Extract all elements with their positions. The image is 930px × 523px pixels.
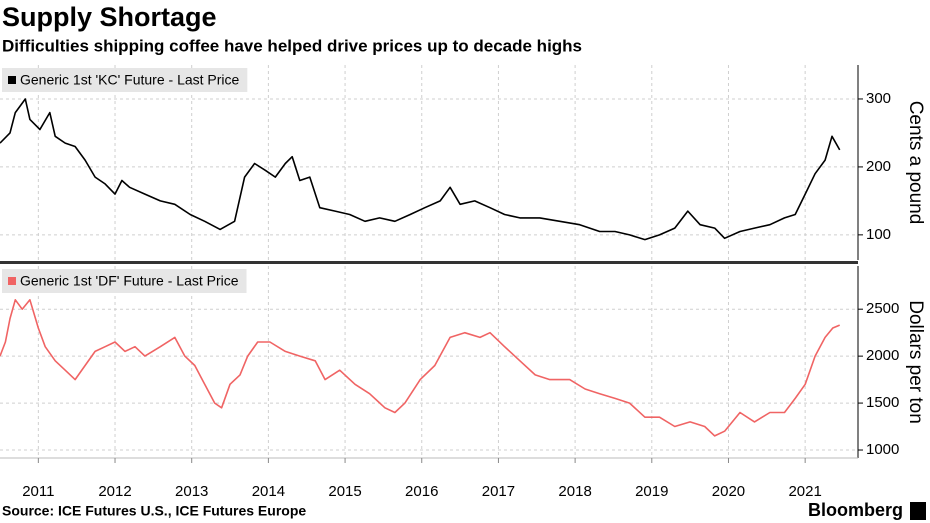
x-tick-label: 2015 bbox=[328, 483, 361, 500]
legend-bg bbox=[2, 269, 247, 293]
source: Source: ICE Futures U.S., ICE Futures Eu… bbox=[2, 503, 306, 519]
x-tick-label: 2019 bbox=[635, 483, 668, 500]
x-tick-label: 2020 bbox=[712, 483, 745, 500]
legend: Generic 1st 'DF' Future - Last Price bbox=[2, 269, 247, 293]
y-tick-label: 1000 bbox=[866, 441, 899, 458]
legend-bg bbox=[2, 68, 248, 92]
legend-label: Generic 1st 'DF' Future - Last Price bbox=[20, 273, 239, 289]
brand-icon bbox=[910, 502, 926, 520]
x-tick-label: 2018 bbox=[558, 483, 591, 500]
legend-swatch bbox=[8, 277, 16, 285]
y-tick-label: 2500 bbox=[866, 300, 899, 317]
panel-divider bbox=[0, 261, 858, 264]
y-tick-label: 1500 bbox=[866, 394, 899, 411]
legend-swatch bbox=[8, 76, 16, 84]
data-line bbox=[0, 299, 841, 437]
x-tick-label: 2017 bbox=[482, 483, 515, 500]
y-tick-label: 300 bbox=[866, 90, 891, 107]
y-tick-label: 2000 bbox=[866, 347, 899, 364]
x-tick-label: 2016 bbox=[405, 483, 438, 500]
brand: Bloomberg bbox=[808, 500, 903, 520]
chart-title: Supply Shortage bbox=[2, 2, 217, 32]
x-tick-label: 2021 bbox=[788, 483, 821, 500]
y-axis-label: Dollars per ton bbox=[905, 300, 926, 424]
chart-subtitle: Difficulties shipping coffee have helped… bbox=[2, 36, 582, 55]
x-tick-label: 2011 bbox=[22, 483, 54, 500]
legend: Generic 1st 'KC' Future - Last Price bbox=[2, 68, 248, 92]
y-tick-label: 100 bbox=[866, 226, 891, 243]
x-tick-label: 2012 bbox=[98, 483, 131, 500]
data-line bbox=[0, 98, 841, 241]
y-axis-label: Cents a pound bbox=[905, 101, 926, 225]
legend-label: Generic 1st 'KC' Future - Last Price bbox=[20, 72, 240, 88]
x-tick-label: 2013 bbox=[175, 483, 208, 500]
y-tick-label: 200 bbox=[866, 158, 891, 175]
x-tick-label: 2014 bbox=[252, 483, 285, 500]
